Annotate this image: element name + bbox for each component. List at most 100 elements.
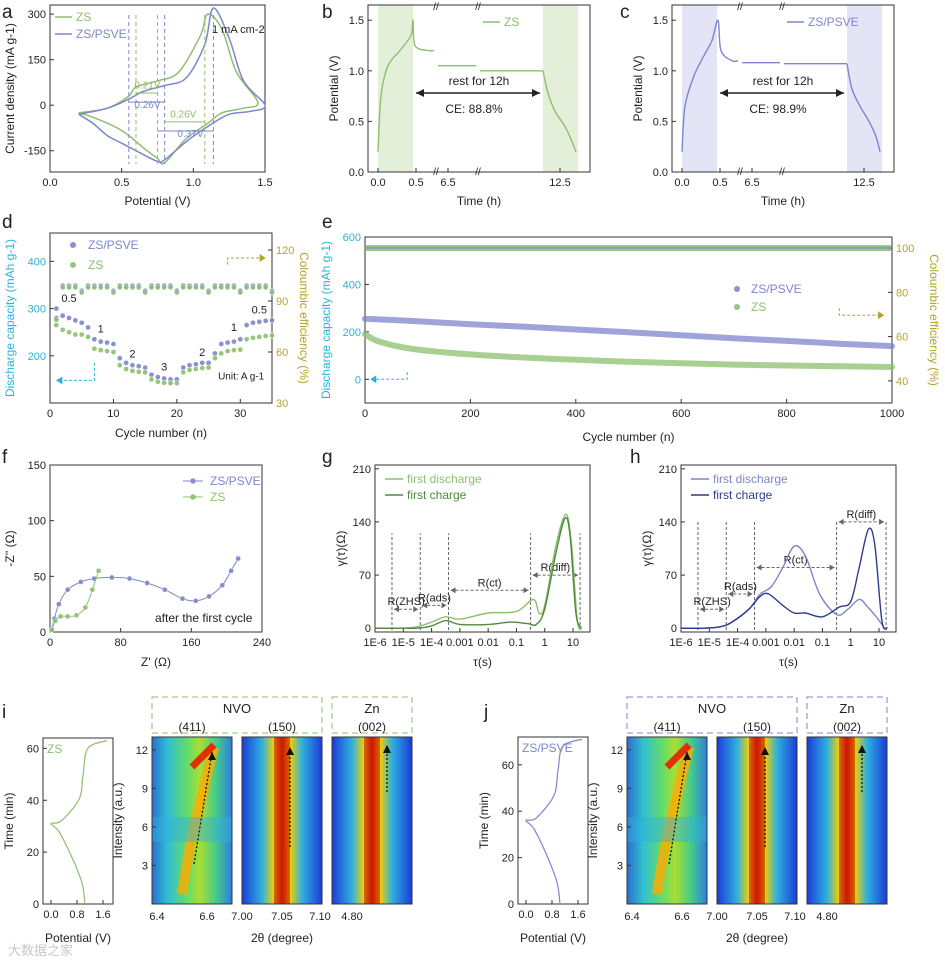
capacity-point-zs-psve: [91, 336, 98, 343]
legend-marker-zs: [733, 303, 741, 311]
y-axis-title: -Z'' (Ω): [3, 530, 17, 566]
arrow-head: [441, 602, 447, 609]
map-frame: [331, 736, 413, 905]
panel-i: 0.0 0.8 1.6 0 20 40 60 Potential (V) Time (min) Z…: [2, 696, 413, 945]
arrow-head: [878, 311, 885, 320]
arrow-head: [756, 564, 762, 571]
capacity-point-zs-psve: [237, 336, 244, 343]
x-axis-title: Potential (V): [520, 931, 586, 945]
zn-group-box: [331, 696, 413, 734]
legend-marker-zs: [69, 261, 77, 269]
y-tick-label: 0: [40, 100, 46, 112]
arrow-head: [836, 89, 844, 98]
group-label: Zn: [364, 701, 379, 716]
ce-point-zs: [180, 284, 187, 291]
y-tick-label: 300: [28, 9, 46, 21]
y-tick-label: 70: [665, 570, 677, 582]
legend-label: first discharge: [407, 472, 482, 486]
x-tick-label: 6.6: [674, 911, 689, 923]
x-tick-label: 0.0: [42, 177, 57, 189]
capacity-point-zs: [174, 380, 180, 387]
nyquist-point-zs-psve: [126, 575, 133, 582]
x-axis-title: Potential (V): [45, 931, 111, 945]
capacity-point-zs-psve: [123, 360, 129, 366]
capacity-axis-arrow: [370, 372, 408, 380]
nyquist-point-zs-psve: [228, 567, 234, 574]
y-tick-label: 50: [34, 571, 46, 583]
ce-point-zs: [205, 289, 212, 296]
trend-arrow: [193, 751, 213, 865]
ce-point-zs: [66, 284, 72, 291]
capacity-point-zs-psve: [104, 339, 110, 346]
capacity-axis-arrow: [56, 362, 95, 381]
capacity-point-zs-psve: [262, 317, 269, 324]
axis-break: //: [475, 2, 481, 13]
y-tick-label: 9: [142, 783, 148, 795]
gap-label: 0.26V: [170, 109, 196, 120]
capacity-point-zs-psve: [224, 339, 231, 346]
y2-tick-label: 30: [276, 398, 288, 410]
panel-a: 0.0 0.5 1.0 1.5 -150 0 150 300 Potential (V) Curr…: [3, 4, 273, 208]
legend-marker-zs-psve: [733, 285, 741, 293]
x-axis-title: Time (h): [761, 194, 805, 208]
arrow-head: [879, 518, 885, 525]
axis-break: //: [475, 167, 481, 178]
x-axis-title: τ(s): [473, 655, 492, 669]
region-label: R(ZHS): [693, 596, 730, 608]
panel-e: 0 200 400 600 800 1000 0 200 400 600 40 60 80 100 Cycl…: [319, 232, 941, 444]
y-tick-label: 60: [27, 743, 39, 755]
x-axis-title: 2θ (degree): [726, 931, 788, 945]
x-tick-label: 400: [567, 408, 585, 420]
capacity-point-zs-psve: [135, 363, 142, 370]
x-tick-label: 10: [567, 637, 579, 649]
coulombic-efficiency-label: CE: 98.9%: [749, 102, 807, 116]
plot-frame: [367, 4, 591, 173]
peak-core: [364, 737, 380, 904]
map-frame: [241, 736, 323, 905]
capacity-point-zs-psve: [66, 315, 72, 321]
x-tick-label: 7.05: [746, 911, 767, 923]
peak-label: (411): [178, 720, 205, 734]
panel-letter: f: [2, 447, 8, 468]
region-label: R(ct): [478, 577, 502, 589]
capacity-point-zs: [205, 364, 212, 371]
x-tick-label: 0.5: [408, 177, 423, 189]
x-tick-label: 10: [873, 637, 885, 649]
x-tick-label: 1E-5: [392, 637, 415, 649]
potential-time-curve: [525, 738, 583, 905]
ce-point-zs: [154, 284, 161, 291]
arrow-head: [413, 606, 419, 613]
drt-curve-charge: [680, 527, 889, 630]
panel-letter: g: [322, 447, 333, 468]
x-tick-label: 0.1: [815, 637, 830, 649]
capacity-point-zs: [186, 367, 193, 373]
arrow-head: [56, 376, 63, 385]
capacity-point-zs-psve: [142, 364, 148, 371]
legend-label: ZS/PSVE: [210, 474, 261, 488]
capacity-point-zs-psve: [256, 318, 263, 325]
ce-point-zs: [72, 284, 79, 291]
panel-letter: j: [483, 702, 488, 723]
panel-c: 0.0 0.5 6.5 12.5 0.0 0.5 1.0 1.5 Time (h) Potenti…: [631, 2, 895, 208]
potential-time-curve: [50, 740, 108, 905]
ce-point-zs: [135, 284, 142, 291]
nyquist-line: [51, 558, 239, 630]
panel-letter: a: [2, 2, 13, 23]
y-axis-title: Intensity (a.u.): [111, 782, 125, 858]
nyquist-point-zs-psve: [108, 574, 115, 581]
panel-letter: i: [2, 702, 6, 723]
arrow-head: [747, 591, 753, 598]
y-axis-title: Time (min): [2, 793, 16, 850]
map-frame: [806, 736, 888, 905]
ce-point-zs: [78, 289, 85, 296]
x-axis-title: Cycle number (n): [582, 430, 674, 444]
y-tick-label: 140: [659, 517, 677, 529]
legend-label: ZS: [210, 490, 225, 504]
plot-frame: [671, 4, 895, 173]
rate-label: 2: [199, 347, 205, 359]
ce-point-zs: [167, 284, 174, 291]
x-tick-label: 0.8: [544, 909, 559, 921]
arrow-head: [761, 747, 769, 755]
y-tick-label: 1.5: [349, 15, 364, 27]
y-axis-title: Intensity (a.u.): [586, 782, 600, 858]
